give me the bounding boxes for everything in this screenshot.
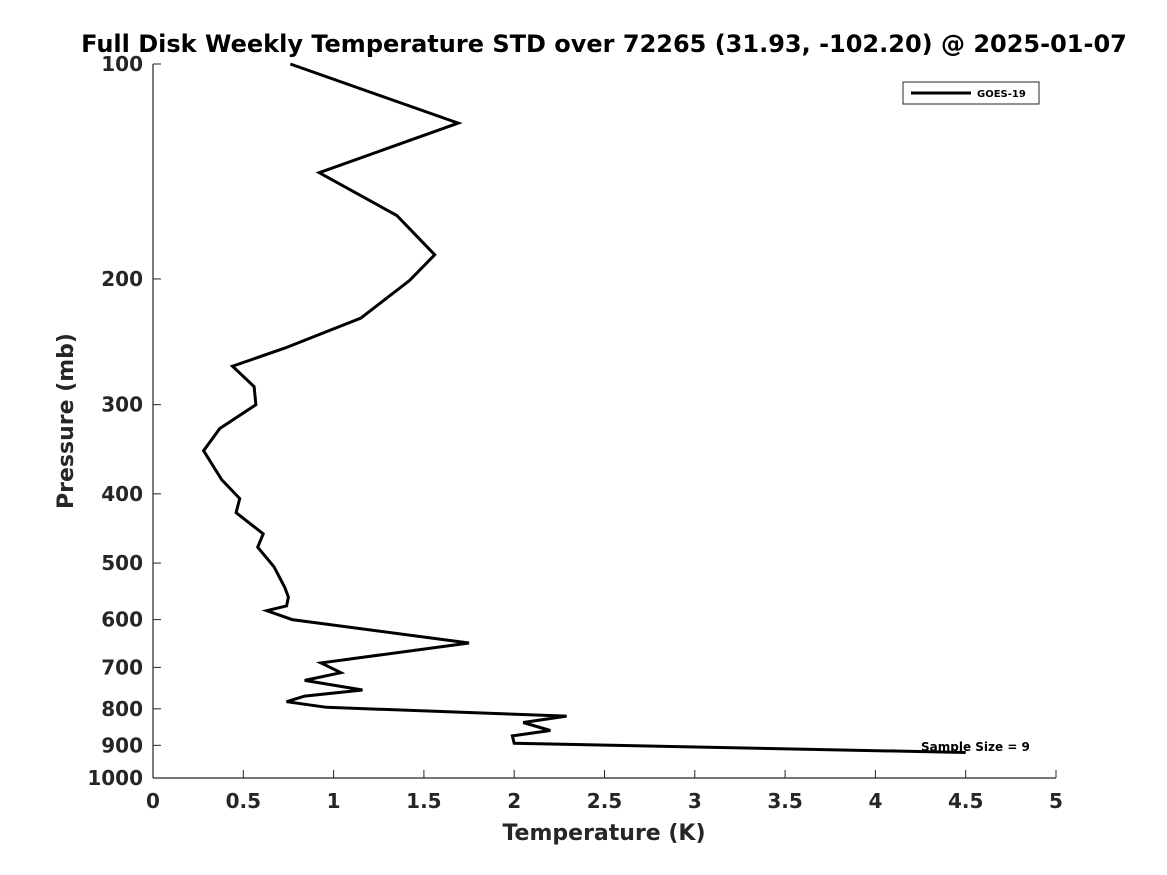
y-tick-label: 1000 <box>87 766 143 790</box>
x-tick-label: 5 <box>1049 789 1063 813</box>
y-tick-label: 700 <box>101 655 143 679</box>
y-tick-label: 900 <box>101 733 143 757</box>
plot-area: 0 0.5 1 1.5 2 2.5 3 3.5 4 4.5 5 100 200 300 400 500 600… <box>87 52 1063 813</box>
series-line-goes-19 <box>201 62 966 754</box>
legend: GOES-19 <box>902 81 1040 105</box>
x-tick-label: 3.5 <box>767 789 802 813</box>
x-tick-label: 0 <box>146 789 160 813</box>
x-tick-label: 3 <box>688 789 702 813</box>
x-tick-label: 1 <box>327 789 341 813</box>
x-tick-label: 1.5 <box>406 789 441 813</box>
y-tick-label: 600 <box>101 608 143 632</box>
x-tick-label: 2 <box>507 789 521 813</box>
y-tick-label: 200 <box>101 267 143 291</box>
x-axis-ticks: 0 0.5 1 1.5 2 2.5 3 3.5 4 4.5 5 <box>146 770 1063 813</box>
y-tick-label: 500 <box>101 551 143 575</box>
x-tick-label: 0.5 <box>226 789 261 813</box>
y-axis-ticks: 100 200 300 400 500 600 700 800 900 1000 <box>87 52 161 790</box>
x-axis-label: Temperature (K) <box>502 821 705 846</box>
x-tick-label: 4 <box>868 789 882 813</box>
x-tick-label: 4.5 <box>948 789 983 813</box>
chart-title: Full Disk Weekly Temperature STD over 72… <box>81 30 1127 58</box>
y-tick-label: 400 <box>101 482 143 506</box>
y-tick-label: 800 <box>101 697 143 721</box>
y-axis-label: Pressure (mb) <box>54 333 79 509</box>
y-tick-label: 300 <box>101 393 143 417</box>
legend-entry-label: GOES-19 <box>977 89 1026 100</box>
sample-size-annotation: Sample Size = 9 <box>921 740 1030 754</box>
y-tick-label: 100 <box>101 52 143 76</box>
x-tick-label: 2.5 <box>587 789 622 813</box>
